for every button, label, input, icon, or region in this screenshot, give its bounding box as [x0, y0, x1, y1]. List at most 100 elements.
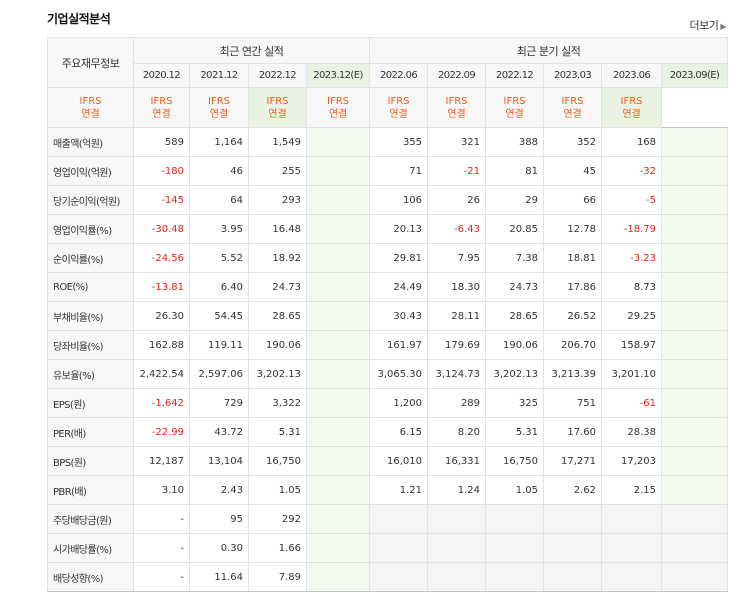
- row-label: ROE(%): [47, 272, 134, 302]
- period-header: 2023.03: [543, 63, 603, 88]
- data-cell: -145: [133, 185, 190, 215]
- data-cell: 293: [248, 185, 307, 215]
- data-cell: 16,750: [248, 446, 307, 476]
- table-row: 주당배당금(원) -95 292: [47, 504, 729, 534]
- data-cell: [661, 330, 729, 360]
- data-cell: [661, 504, 729, 534]
- data-cell: 20.13: [369, 214, 429, 244]
- row-label: 순이익률(%): [47, 243, 134, 273]
- data-cell: 355: [369, 127, 429, 157]
- period-header: 2020.12: [133, 63, 190, 88]
- data-cell: [661, 185, 729, 215]
- data-cell: 3.95: [189, 214, 249, 244]
- group-quarter-header: 최근 분기 실적: [369, 37, 729, 64]
- data-cell: [661, 446, 729, 476]
- data-cell: 5.31: [485, 417, 545, 447]
- data-cell: [305, 301, 371, 331]
- data-cell: 3,213.39: [543, 359, 603, 389]
- data-cell: [661, 214, 729, 244]
- data-cell: 751: [543, 388, 603, 418]
- basis-line2: 연결: [328, 108, 348, 120]
- more-link[interactable]: 더보기 ▶: [689, 17, 726, 33]
- basis-header: IFRS 연결: [427, 87, 487, 128]
- basis-line2: 연결: [152, 108, 171, 120]
- table-row: 시가배당률(%) -0.30 1.66: [47, 533, 729, 563]
- row-label: 당기순이익(억원): [47, 185, 134, 215]
- data-cell: 2,597.06: [189, 359, 249, 389]
- data-cell: 168: [601, 127, 663, 157]
- data-cell: [485, 562, 545, 592]
- data-cell: 1.05: [485, 475, 545, 505]
- data-cell: 20.85: [485, 214, 545, 244]
- period-header: 2023.12(E): [305, 63, 371, 88]
- table-row: PER(배) -22.99 43.72 5.31 6.15 8.20 5.31 17.60 28…: [47, 417, 729, 447]
- basis-header: IFRS 연결: [543, 87, 603, 128]
- data-cell: 3,201.10: [601, 359, 663, 389]
- row-label: 배당성향(%): [47, 562, 134, 592]
- data-cell: [661, 417, 729, 447]
- data-cell: -18.79: [601, 214, 663, 244]
- table-row: 영업이익(억원) -180 46 255 71 -21 81 45 -32: [47, 156, 729, 186]
- basis-line2: 연결: [389, 108, 408, 120]
- row-label: 시가배당률(%): [47, 533, 134, 563]
- data-cell: 71: [369, 156, 429, 186]
- data-cell: 29: [485, 185, 545, 215]
- basis-header: IFRS 연결: [485, 87, 545, 128]
- data-cell: 5.52: [189, 243, 249, 273]
- data-cell: 18.81: [543, 243, 603, 273]
- data-cell: [661, 243, 729, 273]
- data-cell: 589: [133, 127, 190, 157]
- data-cell: 24.49: [369, 272, 429, 302]
- data-cell: 16.48: [248, 214, 307, 244]
- data-cell: 54.45: [189, 301, 249, 331]
- data-cell: 1,549: [248, 127, 307, 157]
- table-row: EPS(원) -1,642 729 3,322 1,200 289 325 751 -61: [47, 388, 729, 418]
- data-cell: 8.73: [601, 272, 663, 302]
- data-cell: [543, 562, 603, 592]
- period-header: 2022.12: [248, 63, 307, 88]
- basis-line1: IFRS: [266, 95, 289, 107]
- period-header: 2023.06: [601, 63, 663, 88]
- data-cell: 16,750: [485, 446, 545, 476]
- data-cell: [543, 504, 603, 534]
- data-cell: 158.97: [601, 330, 663, 360]
- row-label-header: 주요재무정보: [47, 37, 134, 88]
- period-header: 2023.09(E): [661, 63, 729, 88]
- data-cell: 17.60: [543, 417, 603, 447]
- data-cell: [661, 301, 729, 331]
- data-cell: 13,104: [189, 446, 249, 476]
- basis-line1: IFRS: [503, 95, 526, 107]
- data-cell: 46: [189, 156, 249, 186]
- data-cell: 81: [485, 156, 545, 186]
- data-cell: [305, 446, 371, 476]
- row-label: 유보율(%): [47, 359, 134, 389]
- data-cell: [427, 533, 487, 563]
- row-label: PER(배): [47, 417, 134, 447]
- data-cell: 45: [543, 156, 603, 186]
- data-cell: 119.11: [189, 330, 249, 360]
- data-cell: 12.78: [543, 214, 603, 244]
- chevron-right-icon: ▶: [720, 22, 726, 31]
- data-cell: [661, 359, 729, 389]
- row-label: 영업이익(억원): [47, 156, 134, 186]
- data-cell: 206.70: [543, 330, 603, 360]
- basis-header: IFRS 연결: [601, 87, 663, 128]
- data-cell: 3,202.13: [248, 359, 307, 389]
- table-row: 부채비율(%) 26.30 54.45 28.65 30.43 28.11 28.65 26.…: [47, 301, 729, 331]
- data-cell: 66: [543, 185, 603, 215]
- data-cell: [661, 562, 729, 592]
- data-cell: [427, 504, 487, 534]
- data-cell: 7.38: [485, 243, 545, 273]
- data-cell: [305, 156, 371, 186]
- basis-header: IFRS 연결: [133, 87, 190, 128]
- data-cell: [305, 533, 371, 563]
- data-cell: [601, 504, 663, 534]
- row-label: 당좌비율(%): [47, 330, 134, 360]
- basis-line1: IFRS: [79, 95, 102, 107]
- data-cell: [661, 388, 729, 418]
- data-cell: -30.48: [133, 214, 190, 244]
- data-cell: 1,200: [369, 388, 429, 418]
- data-cell: 161.97: [369, 330, 429, 360]
- basis-line2: 연결: [563, 108, 582, 120]
- data-cell: [543, 533, 603, 563]
